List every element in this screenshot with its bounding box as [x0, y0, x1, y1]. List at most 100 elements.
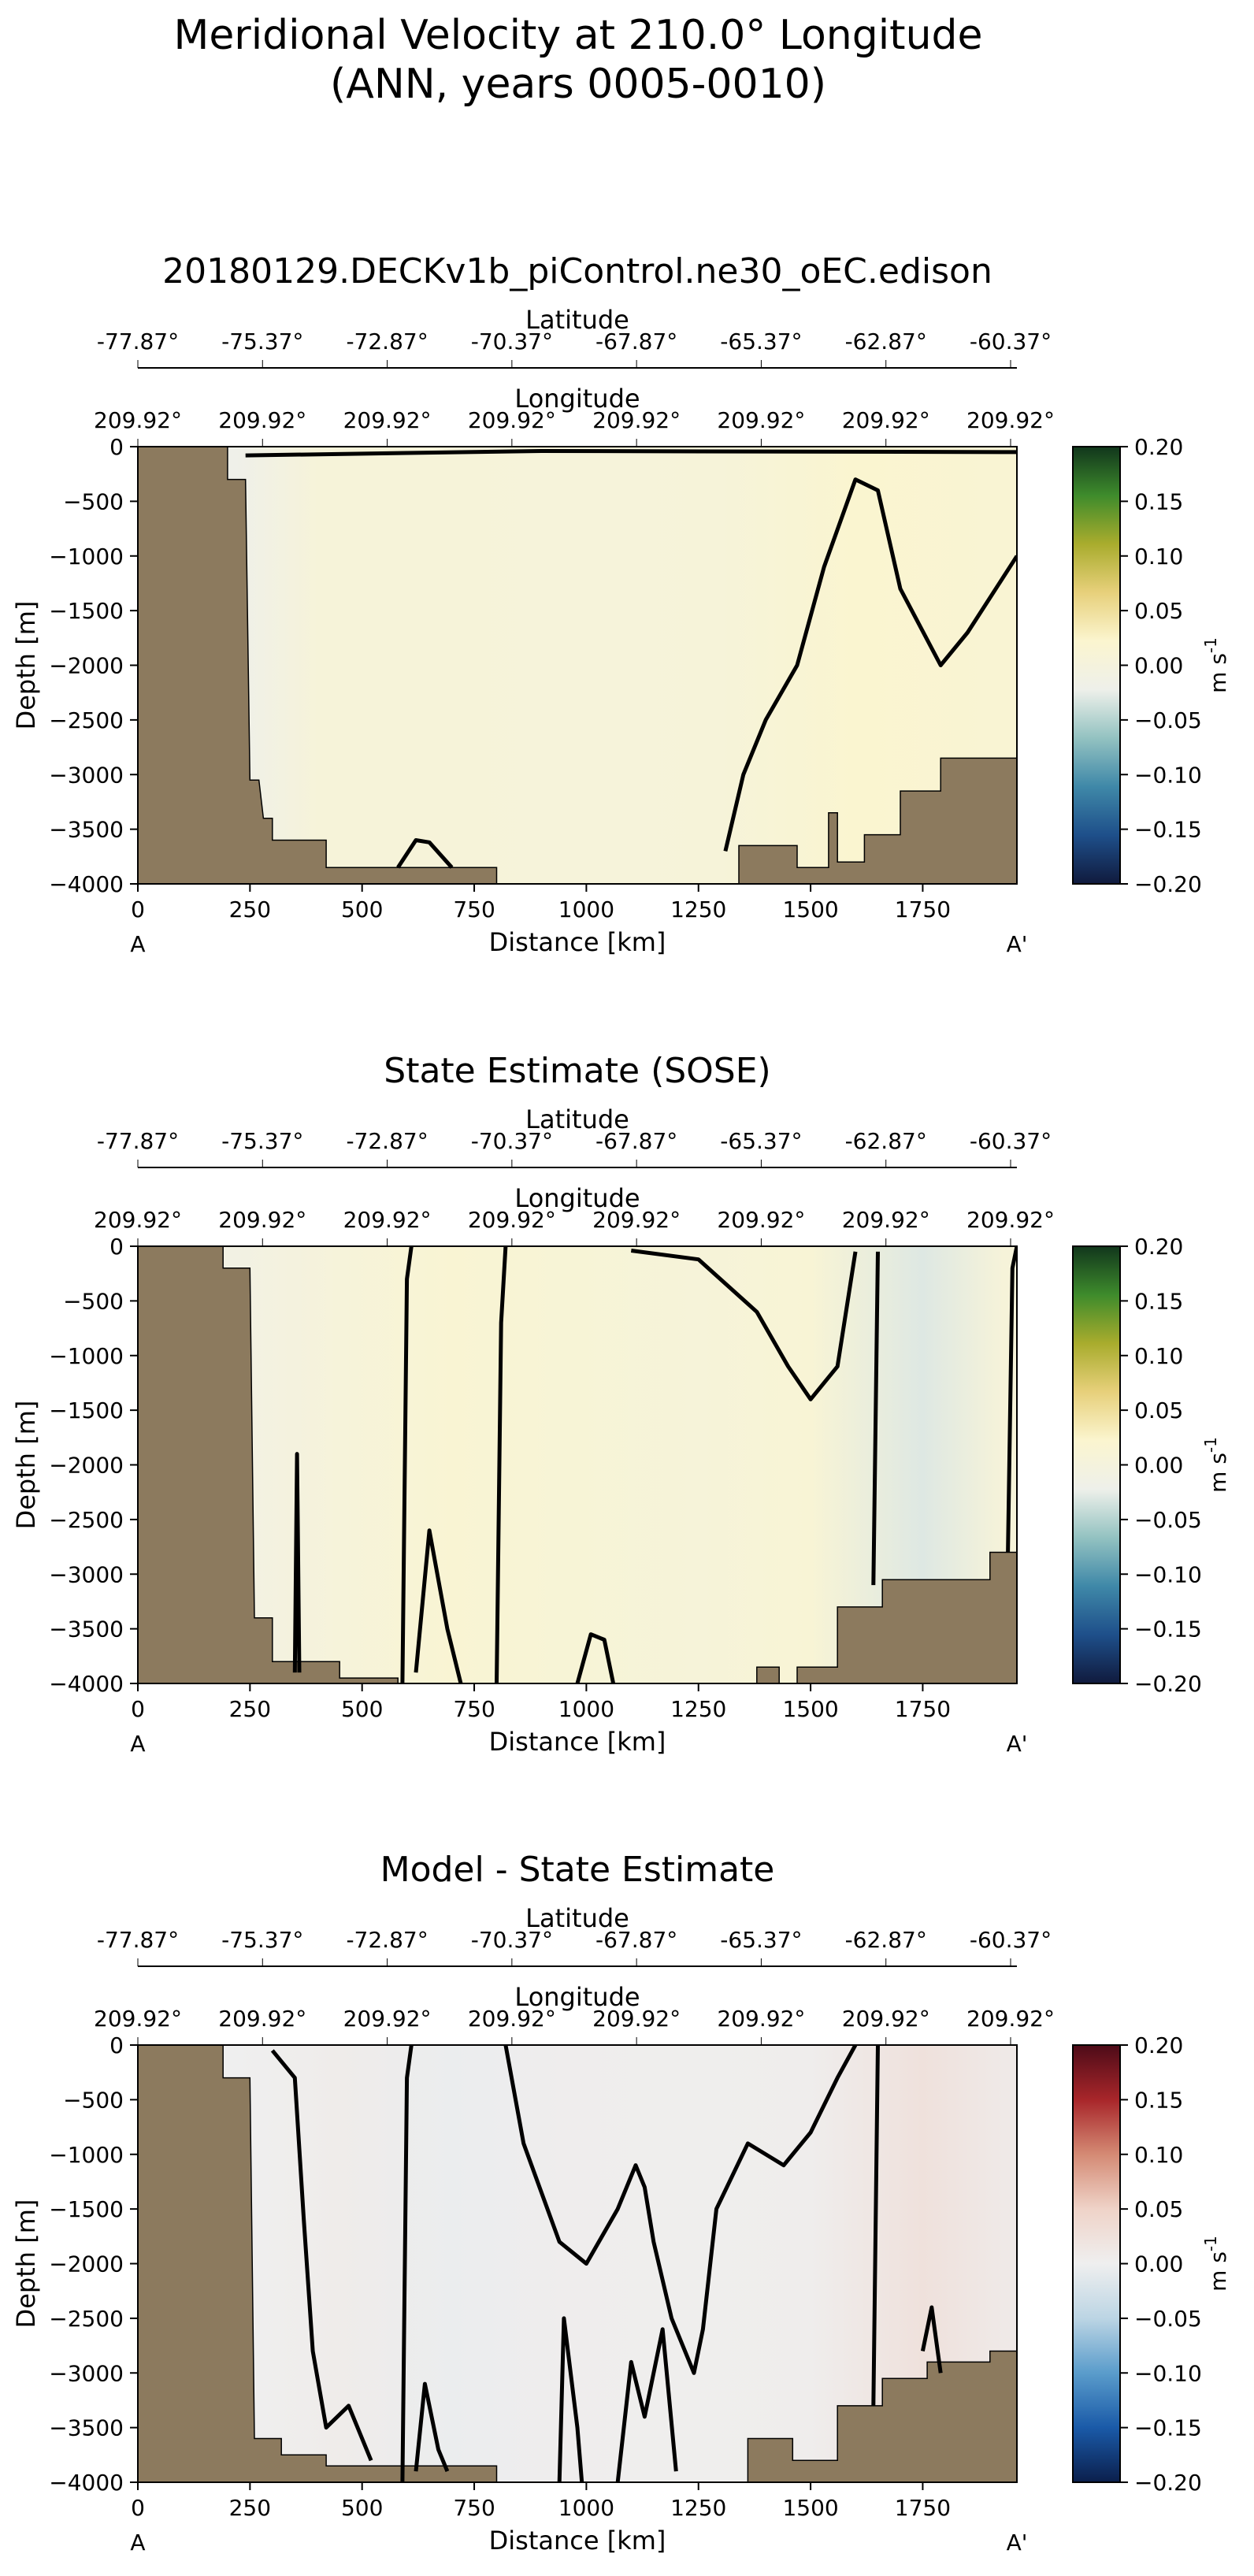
colorbar-tick-label: 0.10 [1134, 544, 1183, 570]
panel-title: State Estimate (SOSE) [384, 1051, 770, 1091]
longitude-tick-label: 209.92° [592, 2006, 681, 2032]
latitude-tick-label: -65.37° [720, 328, 802, 354]
longitude-tick-label: 209.92° [468, 2006, 556, 2032]
x-tick-label: 250 [229, 1696, 271, 1722]
colorbar [1072, 446, 1121, 885]
colorbar-tick-label: −0.10 [1134, 1561, 1202, 1587]
section-end-label: A' [1007, 2530, 1028, 2556]
y-tick-label: 0 [109, 2032, 124, 2058]
colorbar-tick-label: 0.15 [1134, 1288, 1183, 1314]
y-tick-label: −2000 [49, 653, 124, 679]
x-tick-label: 1000 [558, 1696, 614, 1722]
y-tick-label: −2000 [49, 1453, 124, 1479]
x-tick-label: 0 [131, 896, 145, 922]
colorbar-tick-label: 0.00 [1134, 2251, 1183, 2277]
colorbar-tick-label: 0.15 [1134, 2087, 1183, 2113]
latitude-tick-label: -75.37° [221, 328, 303, 354]
latitude-tick-label: -62.87° [845, 1128, 927, 1154]
longitude-tick-label: 209.92° [592, 407, 681, 433]
zero-contour [1006, 1246, 1017, 1553]
colorbar-label-exponent: -1 [1201, 1437, 1220, 1453]
latitude-axis-label: Latitude [525, 305, 629, 335]
section-start-label: A [130, 931, 145, 957]
x-tick-label: 1250 [670, 1696, 726, 1722]
zero-contour [503, 2045, 858, 2375]
suptitle-line-2: (ANN, years 0005-0010) [330, 61, 826, 108]
x-tick-label: 1000 [558, 2495, 614, 2521]
longitude-tick-label: 209.92° [94, 2006, 182, 2032]
zero-contour [575, 1632, 616, 1683]
latitude-tick-label: -70.37° [471, 1927, 553, 1953]
x-tick-label: 1000 [558, 896, 614, 922]
colorbar-label-exponent: -1 [1201, 637, 1220, 653]
bathymetry [138, 2045, 1017, 2482]
latitude-tick-label: -60.37° [970, 1128, 1052, 1154]
colorbar [1072, 2044, 1121, 2483]
panel-title: 20180129.DECKv1b_piControl.ne30_oEC.edis… [162, 251, 992, 291]
y-tick-label: −3500 [49, 817, 124, 843]
zero-contour [245, 449, 1017, 458]
latitude-tick-label: -77.87° [97, 1128, 179, 1154]
colorbar-tick-label: −0.20 [1134, 871, 1202, 897]
colorbar-tick-label: −0.20 [1134, 2470, 1202, 2496]
y-tick-label: −1500 [49, 1397, 124, 1423]
y-tick-label: −500 [63, 1288, 124, 1314]
latitude-tick-label: -60.37° [970, 1927, 1052, 1953]
longitude-axis-label: Longitude [514, 1982, 640, 2012]
colorbar-tick-label: −0.20 [1134, 1671, 1202, 1697]
latitude-tick-label: -77.87° [97, 328, 179, 354]
colorbar-tick-label: −0.05 [1134, 1507, 1202, 1533]
longitude-tick-label: 209.92° [94, 1207, 182, 1233]
longitude-tick-label: 209.92° [842, 2006, 930, 2032]
colorbar-tick-label: −0.15 [1134, 817, 1202, 843]
zero-contour [630, 1249, 858, 1401]
colorbar-tick-label: 0.00 [1134, 1453, 1183, 1479]
zero-contour [396, 838, 454, 869]
colorbar-tick-label: −0.15 [1134, 1616, 1202, 1642]
x-tick-label: 1250 [670, 896, 726, 922]
colorbar-tick-label: 0.20 [1134, 1234, 1183, 1260]
bathymetry [138, 447, 1017, 884]
y-tick-label: −3000 [49, 762, 124, 788]
velocity-field [138, 447, 1017, 884]
longitude-tick-label: 209.92° [842, 1207, 930, 1233]
y-tick-label: −2500 [49, 707, 124, 733]
y-tick-label: −1500 [49, 598, 124, 624]
colorbar-tick-label: −0.15 [1134, 2415, 1202, 2441]
latitude-tick-label: -72.87° [346, 1927, 428, 1953]
x-tick-label: 0 [131, 1696, 145, 1722]
latitude-tick-label: -62.87° [845, 1927, 927, 1953]
y-tick-label: −500 [63, 2087, 124, 2113]
y-tick-label: −2000 [49, 2251, 124, 2277]
colorbar-tick-label: 0.20 [1134, 2032, 1183, 2058]
zero-contour [270, 2049, 373, 2462]
colorbar-tick-label: 0.15 [1134, 488, 1183, 514]
latitude-tick-label: -65.37° [720, 1927, 802, 1953]
y-tick-label: −1000 [49, 544, 124, 570]
x-tick-label: 1250 [670, 2495, 726, 2521]
zero-contour [414, 1528, 463, 1683]
x-axis-label: Distance [km] [489, 927, 666, 957]
latitude-tick-label: -75.37° [221, 1927, 303, 1953]
longitude-axis-label: Longitude [514, 384, 640, 414]
x-tick-label: 0 [131, 2495, 145, 2521]
colorbar-tick-label: 0.20 [1134, 434, 1183, 460]
longitude-tick-label: 209.92° [218, 1207, 306, 1233]
longitude-tick-label: 209.92° [966, 407, 1055, 433]
colorbar-tick-label: 0.05 [1134, 598, 1183, 624]
y-tick-label: −500 [63, 488, 124, 514]
zero-contour [871, 2045, 880, 2406]
suptitle-line-1: Meridional Velocity at 210.0° Longitude [173, 12, 982, 59]
colorbar-tick-label: 0.00 [1134, 653, 1183, 679]
y-tick-label: −2500 [49, 2306, 124, 2332]
latitude-axis-label: Latitude [525, 1104, 629, 1134]
zero-contour [871, 1251, 880, 1586]
latitude-tick-label: -70.37° [471, 328, 553, 354]
latitude-tick-label: -67.87° [595, 328, 677, 354]
panel-1: 20180129.DECKv1b_piControl.ne30_oEC.edis… [11, 251, 1231, 957]
latitude-tick-label: -72.87° [346, 328, 428, 354]
latitude-tick-label: -70.37° [471, 1128, 553, 1154]
plot-area [138, 2045, 1017, 2482]
colorbar-tick-label: −0.05 [1134, 707, 1202, 733]
zero-contour [495, 1246, 508, 1683]
